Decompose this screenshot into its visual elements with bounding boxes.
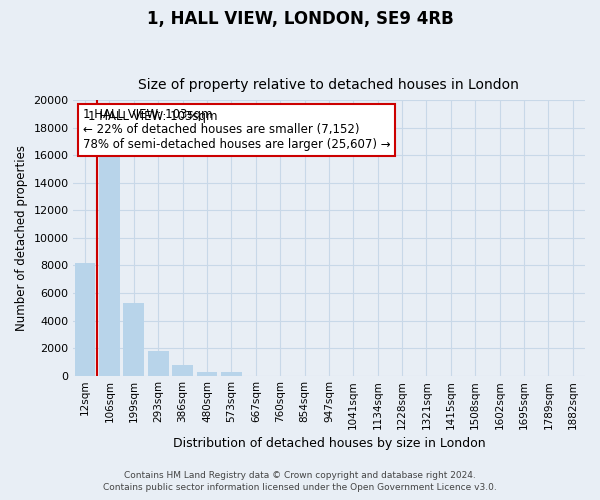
Bar	[197, 372, 217, 376]
Bar	[221, 372, 242, 376]
Bar	[172, 364, 193, 376]
Bar	[124, 302, 144, 376]
X-axis label: Distribution of detached houses by size in London: Distribution of detached houses by size …	[173, 437, 485, 450]
Text: 1 HALL VIEW: 103sqm: 1 HALL VIEW: 103sqm	[88, 110, 218, 123]
Bar	[99, 147, 120, 376]
Text: Contains HM Land Registry data © Crown copyright and database right 2024.
Contai: Contains HM Land Registry data © Crown c…	[103, 471, 497, 492]
Title: Size of property relative to detached houses in London: Size of property relative to detached ho…	[139, 78, 520, 92]
Y-axis label: Number of detached properties: Number of detached properties	[15, 145, 28, 331]
Text: 1 HALL VIEW: 103sqm
← 22% of detached houses are smaller (7,152)
78% of semi-det: 1 HALL VIEW: 103sqm ← 22% of detached ho…	[83, 108, 391, 152]
Bar	[74, 262, 95, 376]
Bar	[148, 351, 169, 376]
Text: 1, HALL VIEW, LONDON, SE9 4RB: 1, HALL VIEW, LONDON, SE9 4RB	[146, 10, 454, 28]
